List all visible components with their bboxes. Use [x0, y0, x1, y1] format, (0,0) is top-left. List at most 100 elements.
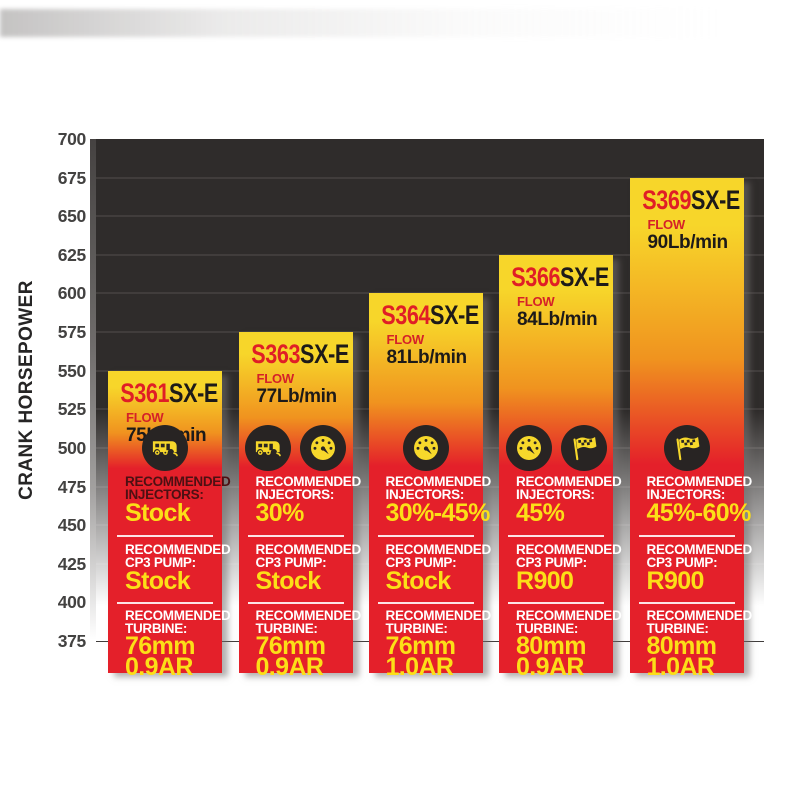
flow-value: 81Lb/min	[386, 347, 468, 369]
y-tick-label-475: 475	[57, 476, 87, 497]
bar-title-wrap: S361SX-E	[108, 371, 222, 407]
bar-model-title: S363SX-E	[251, 341, 349, 368]
y-tick-label-575: 575	[57, 322, 87, 343]
recommended-cp3-pump-label: RECOMMENDED CP3 PUMP:	[646, 541, 753, 571]
divider	[638, 601, 735, 604]
injectors-value: 45%-60%	[646, 498, 752, 527]
turbine-ar: 0.9AR	[125, 653, 193, 682]
bar-spec-block: RECOMMENDED INJECTORS: 30% RECOMMENDED CP3 P…	[239, 424, 362, 680]
injectors-value: Stock	[125, 498, 191, 527]
turbine-size: 76mm	[255, 631, 326, 660]
y-tick-label-625: 625	[57, 244, 87, 265]
turbine-ar: 1.0AR	[646, 653, 715, 682]
flow-label: FLOW	[386, 332, 425, 348]
icon-row	[369, 424, 483, 471]
icon-row	[630, 424, 744, 471]
bar-model-title: S369SX-E	[641, 184, 740, 215]
recommended-cp3-pump-label: RECOMMENDED CP3 PUMP:	[255, 541, 362, 571]
turbine-size: 80mm	[646, 631, 717, 660]
recommended-injectors-label: RECOMMENDED INJECTORS:	[125, 473, 231, 503]
series-name: SX-E	[299, 339, 349, 370]
bar-spec-block: RECOMMENDED INJECTORS: 45%-60% RECOMMENDED C…	[630, 424, 753, 680]
turbo-bar-S364: S364SX-E FLOW 81Lb/min RECOMMENDED INJECTOR…	[368, 293, 492, 680]
camper-icon	[245, 424, 291, 471]
recommended-injectors-label: RECOMMENDED INJECTORS:	[255, 473, 362, 503]
turbine-ar: 1.0AR	[385, 653, 454, 682]
bar-spec-block: RECOMMENDED INJECTORS: Stock RECOMMENDED CP3…	[108, 424, 231, 680]
turbine-ar: 0.9AR	[516, 653, 584, 682]
turbine-size: 80mm	[516, 631, 586, 660]
divider	[508, 601, 604, 604]
flow-value: 84Lb/min	[517, 308, 598, 330]
turbo-bar-S361: S361SX-EFLOW75Lb/min RECOMMENDEDINJECTOR…	[108, 370, 231, 680]
cp3-pump-value: R900	[516, 566, 574, 595]
cp3-pump-value: Stock	[125, 566, 191, 595]
divider	[247, 601, 344, 604]
recommended-cp3-pump-label: RECOMMENDED CP3 PUMP:	[516, 541, 622, 571]
turbine-size: 76mm	[385, 631, 456, 660]
cp3-pump-value: Stock	[255, 566, 322, 595]
turbine-value: 80mm 1.0AR	[630, 633, 744, 682]
y-tick-label-700: 700	[57, 129, 87, 149]
recommended-turbine-label: RECOMMENDED TURBINE:	[516, 607, 622, 637]
flow-label: FLOW	[647, 216, 686, 232]
turbo-bar-S366: S366SX-E FLOW 84Lb/min RECOMMENDED INJECTOR…	[499, 254, 622, 680]
divider	[117, 601, 213, 604]
y-tick-label-600: 600	[57, 283, 87, 304]
bar-model-title: S366SX-E	[511, 261, 609, 292]
cp3-pump-value: Stock	[385, 566, 452, 595]
turbo-bar-S363: S363SX-E FLOW 77Lb/min RECOMMENDED INJECTOR…	[238, 332, 362, 680]
flow-label: FLOW	[126, 409, 164, 425]
recommended-cp3-pump-label: RECOMMENDED CP3 PUMP:	[125, 541, 231, 571]
injectors-value: 30%-45%	[385, 498, 491, 527]
recommended-turbine-label: RECOMMENDED TURBINE:	[646, 607, 753, 637]
flow-label: FLOW	[517, 293, 555, 309]
turbine-value: 76mm 0.9AR	[108, 633, 222, 682]
flag-icon	[663, 424, 710, 471]
y-tick-label-425: 425	[57, 553, 87, 574]
bar-spec-block: RECOMMENDED INJECTORS: 45% RECOMMENDED CP3 P…	[499, 424, 622, 680]
divider	[247, 534, 344, 537]
series-name: SX-E	[429, 300, 479, 331]
divider	[508, 534, 604, 537]
camper-icon	[142, 424, 188, 471]
y-tick-label-650: 650	[57, 206, 87, 227]
gauge-icon	[402, 424, 449, 471]
flag-icon	[560, 424, 607, 471]
turbine-value: 76mm 1.0AR	[369, 633, 483, 682]
divider	[377, 534, 474, 537]
model-number: S369	[641, 184, 691, 215]
bar-spec-block: RECOMMENDED INJECTORS: 30%-45% RECOMMENDED C…	[369, 424, 492, 680]
icon-row	[499, 424, 613, 471]
bar-model-title: S361SX-E	[120, 377, 218, 408]
injectors-value: 45%	[516, 498, 565, 527]
bar-title-wrap: S366SX-E	[499, 255, 613, 291]
model-number: S364	[380, 300, 430, 331]
y-tick-label-500: 500	[57, 437, 87, 458]
bar-title-wrap: S369SX-E	[630, 178, 744, 214]
series-name: SX-E	[690, 184, 740, 215]
cp3-pump-value: R900	[646, 566, 705, 595]
y-tick-label-375: 375	[57, 631, 87, 652]
turbine-value: 80mm 0.9AR	[499, 633, 613, 682]
gauge-icon	[300, 424, 346, 471]
model-number: S361	[120, 377, 170, 408]
recommended-injectors-label: RECOMMENDED INJECTORS:	[646, 473, 753, 503]
model-number: S366	[511, 261, 561, 292]
y-axis-title: CRANK HORSEPOWER	[16, 280, 37, 500]
turbine-ar: 0.9AR	[255, 653, 324, 682]
flow-value: 77Lb/min	[256, 386, 338, 408]
turbo-bar-S369: S369SX-E FLOW 90Lb/min RECOMMENDED INJECTOR…	[629, 177, 753, 680]
y-tick-label-675: 675	[57, 167, 87, 188]
series-name: SX-E	[169, 377, 218, 408]
divider	[638, 534, 735, 537]
turbine-value: 76mm 0.9AR	[239, 633, 353, 682]
bar-title-wrap: S363SX-E	[239, 332, 353, 368]
recommended-turbine-label: RECOMMENDED TURBINE:	[385, 607, 492, 637]
y-tick-label-400: 400	[57, 592, 87, 613]
recommended-injectors-label: RECOMMENDED INJECTORS:	[516, 473, 622, 503]
flow-label: FLOW	[256, 371, 295, 387]
gauge-icon	[505, 424, 552, 471]
flow-value: 90Lb/min	[647, 231, 729, 253]
divider	[377, 601, 474, 604]
